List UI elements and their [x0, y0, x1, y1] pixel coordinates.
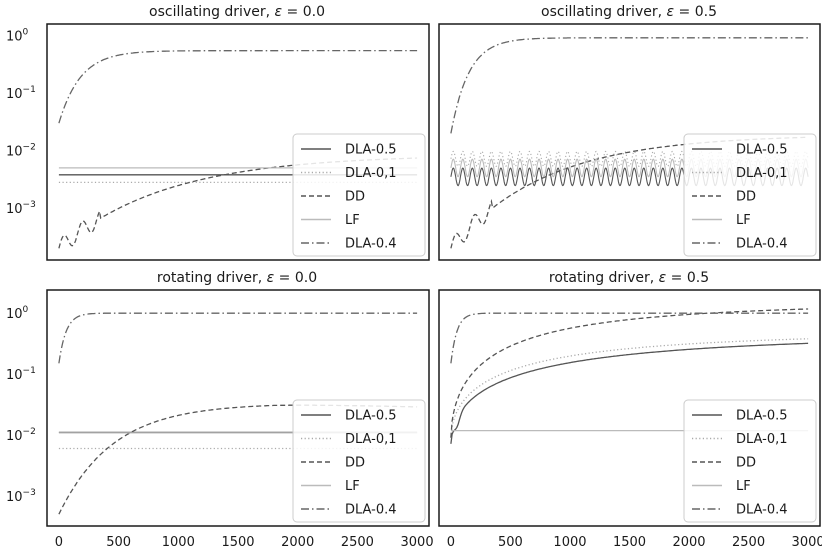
- x-tick-label: 1500: [613, 535, 646, 550]
- y-tick-label: 10−3: [6, 488, 36, 505]
- legend-box: [292, 133, 426, 257]
- x-tick-label: 1500: [221, 535, 254, 550]
- panel-title: rotating driver, ε = 0.0: [157, 270, 317, 286]
- x-tick-label: 0: [447, 535, 455, 550]
- legend-label: LF: [736, 213, 751, 228]
- y-tick-label: 10−3: [6, 200, 36, 217]
- y-tick-label: 10−1: [6, 366, 36, 383]
- legend-label: DLA-0.4: [345, 237, 397, 252]
- plot-frame: [46, 23, 430, 261]
- legend-label: DLA-0,1: [736, 166, 788, 181]
- legend-label: DLA-0,1: [345, 432, 397, 447]
- panel-title: rotating driver, ε = 0.5: [549, 270, 709, 286]
- legend-label: DD: [736, 456, 756, 471]
- panel-title: oscillating driver, ε = 0.5: [541, 4, 717, 20]
- panel-rotating-eps-0: rotating driver, ε = 0.0 DLA-0.5DLA-0,1D…: [46, 270, 430, 527]
- legend-label: DLA-0,1: [345, 166, 397, 181]
- series-line-DLA-0.4: [450, 312, 809, 364]
- x-tick-label: 1000: [162, 535, 195, 550]
- panel-oscillating-eps-0: oscillating driver, ε = 0.0 DLA-0.5DLA-0…: [46, 4, 430, 261]
- legend-box: [292, 399, 426, 523]
- x-tick-label: 3000: [401, 535, 434, 550]
- legend-label: DLA-0.5: [736, 409, 788, 424]
- legend-box: [683, 399, 817, 523]
- y-tick-label: 100: [6, 305, 29, 322]
- x-tick-label: 2500: [732, 535, 765, 550]
- legend-label: DD: [345, 456, 365, 471]
- x-tick-label: 2500: [341, 535, 374, 550]
- x-tick-label: 500: [498, 535, 523, 550]
- series-line-DLA-0.4: [58, 312, 418, 364]
- series-line-DLA-0.4: [58, 49, 418, 124]
- legend-label: DLA-0,1: [736, 432, 788, 447]
- legend-label: LF: [345, 213, 360, 228]
- legend-box: [683, 133, 817, 257]
- plot-frame: [438, 23, 821, 261]
- x-tick-label: 3000: [792, 535, 822, 550]
- x-tick-label: 2000: [281, 535, 314, 550]
- legend: DLA-0.5 DLA-0,1 DD LF DLA-0.4: [292, 133, 426, 257]
- legend-label: DD: [736, 190, 756, 205]
- legend-label: LF: [345, 479, 360, 494]
- x-tick-label: 0: [55, 535, 63, 550]
- x-tick-label: 1000: [553, 535, 586, 550]
- legend: DLA-0.5 DLA-0,1 DD LF DLA-0.4: [683, 133, 817, 257]
- legend-label: DD: [345, 190, 365, 205]
- x-tick-label: 2000: [672, 535, 705, 550]
- legend-label: DLA-0.5: [736, 143, 788, 158]
- legend: DLA-0.5 DLA-0,1 DD LF DLA-0.4: [292, 399, 426, 523]
- series-line-DD: [58, 157, 418, 249]
- legend-label: DLA-0.5: [345, 143, 397, 158]
- legend-label: LF: [736, 479, 751, 494]
- y-tick-label: 10−2: [6, 143, 36, 160]
- y-tick-label: 100: [6, 28, 29, 45]
- x-tick-label: 500: [106, 535, 131, 550]
- plot-frame: [46, 289, 430, 527]
- plot-frame: [438, 289, 821, 527]
- legend-label: DLA-0.4: [736, 237, 788, 252]
- legend-label: DLA-0.4: [736, 503, 788, 518]
- panel-rotating-eps-05: rotating driver, ε = 0.5 DLA-0.5DLA-0,1D…: [438, 270, 821, 527]
- legend-label: DLA-0.4: [345, 503, 397, 518]
- legend: DLA-0.5 DLA-0,1 DD LF DLA-0.4: [683, 399, 817, 523]
- panel-oscillating-eps-05: oscillating driver, ε = 0.5 DLA-0.5DLA-0…: [438, 4, 821, 261]
- axis-ticks: 100 10−1 10−2 10−3 100 10−1 10−2 10−3 0 500 1000 15…: [6, 28, 822, 550]
- y-tick-label: 10−1: [6, 85, 36, 102]
- panel-title: oscillating driver, ε = 0.0: [149, 4, 325, 20]
- y-tick-label: 10−2: [6, 427, 36, 444]
- series-line-DLA-0.5: [450, 342, 809, 444]
- series-line-DD: [450, 308, 809, 438]
- series-line-DD: [58, 404, 418, 515]
- legend-label: DLA-0.5: [345, 409, 397, 424]
- series-line-DLA-0.4: [450, 37, 809, 134]
